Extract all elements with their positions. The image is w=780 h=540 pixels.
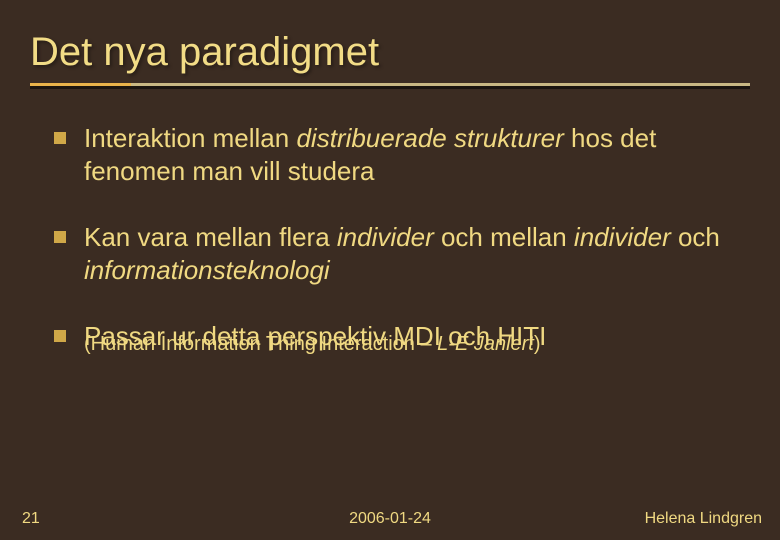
bullet-marker-icon	[54, 330, 66, 342]
bullet-text-run: Interaktion mellan	[84, 123, 296, 153]
title-rule	[30, 83, 750, 86]
bullet-marker-icon	[54, 231, 66, 243]
rule-shadow	[30, 86, 750, 89]
slide-footer: 21 2006-01-24 Helena Lindgren	[0, 510, 780, 528]
bullet-item: Kan vara mellan flera individer och mell…	[54, 221, 750, 286]
bullet-item: Interaktion mellan distribuerade struktu…	[54, 122, 750, 187]
slide: Det nya paradigmet Interaktion mellan di…	[0, 0, 780, 540]
slide-date: 2006-01-24	[349, 510, 431, 528]
bullet-marker-icon	[54, 132, 66, 144]
bullet-list: Interaktion mellan distribuerade struktu…	[30, 122, 750, 353]
bullet-item: Passar ur detta perspektiv MDI och HITI	[54, 320, 750, 353]
bullet-text-run: Passar ur detta perspektiv MDI och HITI	[84, 321, 546, 351]
rule-main	[30, 83, 750, 86]
bullet-text-run: informationsteknologi	[84, 255, 330, 285]
bullet-text-run: distribuerade strukturer	[296, 123, 563, 153]
slide-number: 21	[22, 510, 62, 528]
bullet-text-run: och mellan	[434, 222, 574, 252]
slide-title: Det nya paradigmet	[30, 30, 750, 75]
bullet-text-run: individer	[574, 222, 671, 252]
bullet-text-run: Kan vara mellan flera	[84, 222, 337, 252]
slide-author: Helena Lindgren	[645, 510, 762, 528]
rule-accent	[30, 83, 131, 86]
bullet-text-run: individer	[337, 222, 434, 252]
bullet-text-run: och	[671, 222, 720, 252]
